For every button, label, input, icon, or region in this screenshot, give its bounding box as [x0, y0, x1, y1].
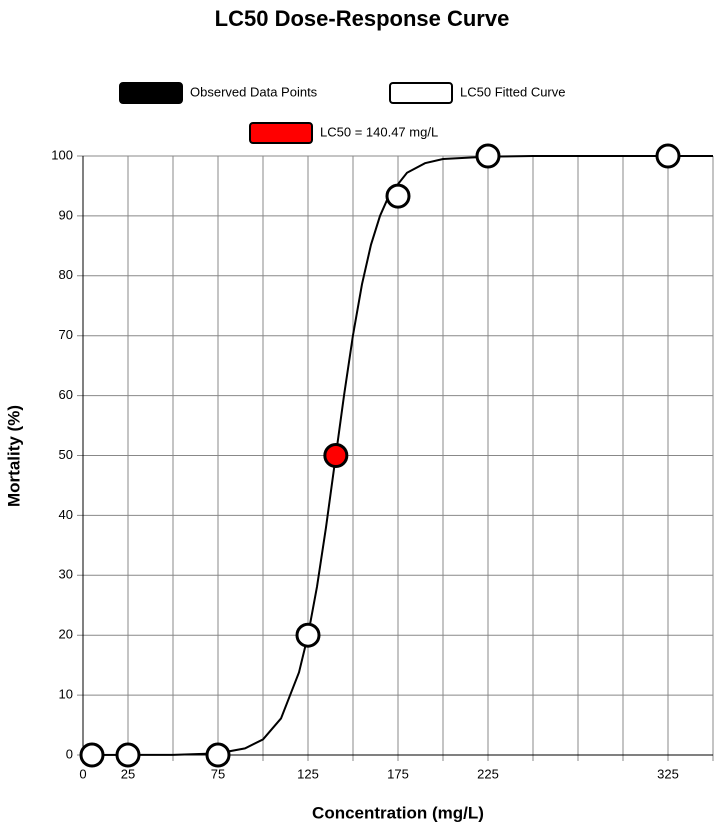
data-point	[385, 183, 411, 209]
fitted-curve	[82, 155, 713, 756]
y-axis-label: Mortality (%)	[4, 405, 23, 507]
y-tick-label: 10	[59, 687, 73, 702]
legend-label: LC50 Fitted Curve	[460, 84, 566, 99]
legend-label: Observed Data Points	[190, 84, 318, 99]
y-tick-label: 80	[59, 267, 73, 282]
y-tick-label: 0	[66, 746, 73, 761]
y-tick-label: 20	[59, 627, 73, 642]
data-point	[655, 143, 681, 169]
data-point	[205, 742, 231, 768]
data-point	[295, 622, 321, 648]
x-tick-label: 125	[297, 766, 319, 781]
y-tick-label: 60	[59, 387, 73, 402]
legend-swatch	[389, 82, 453, 104]
y-tick-label: 40	[59, 507, 73, 522]
y-tick-label: 70	[59, 327, 73, 342]
x-tick-label: 75	[211, 766, 225, 781]
x-tick-label: 175	[387, 766, 409, 781]
x-tick-label: 325	[657, 766, 679, 781]
data-point	[475, 143, 501, 169]
x-axis-label: Concentration (mg/L)	[312, 803, 484, 822]
chart-title: LC50 Dose-Response Curve	[215, 6, 510, 31]
data-point	[79, 742, 105, 768]
legend-label: LC50 = 140.47 mg/L	[320, 124, 438, 139]
legend-swatch	[249, 122, 313, 144]
data-point	[115, 742, 141, 768]
x-tick-label: 25	[121, 766, 135, 781]
y-tick-label: 90	[59, 207, 73, 222]
y-tick-label: 50	[59, 447, 73, 462]
data-point	[323, 443, 349, 468]
x-tick-label: 225	[477, 766, 499, 781]
y-tick-label: 100	[51, 147, 73, 162]
y-tick-label: 30	[59, 567, 73, 582]
legend-swatch	[119, 82, 183, 104]
x-tick-label: 0	[79, 766, 86, 781]
